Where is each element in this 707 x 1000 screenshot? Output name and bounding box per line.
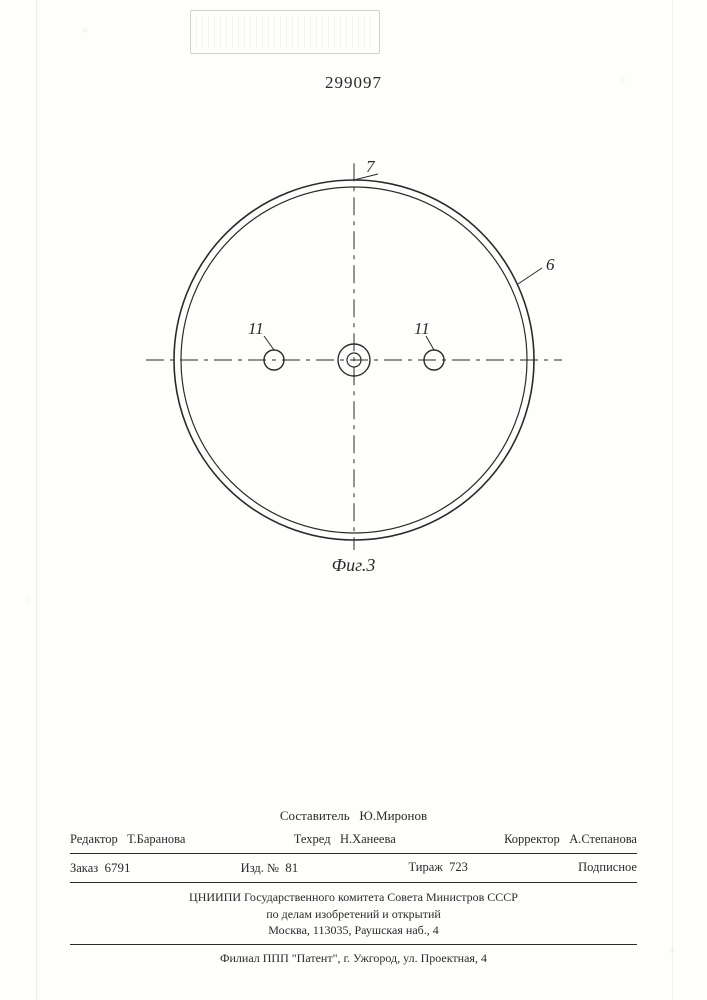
publisher-block: ЦНИИПИ Государственного комитета Совета …	[70, 889, 637, 938]
stamp-hatch-decor	[196, 16, 374, 48]
imprint-footer: Составитель Ю.Миронов Редактор Т.Баранов…	[70, 808, 637, 966]
tech-cell: Техред Н.Ханеева	[294, 832, 396, 847]
figure-caption: Фиг.3	[0, 555, 707, 576]
svg-text:7: 7	[366, 157, 376, 176]
editor-label: Редактор	[70, 832, 118, 846]
tech-name: Н.Ханеева	[340, 832, 396, 846]
svg-text:6: 6	[546, 255, 555, 274]
document-number: 299097	[0, 73, 707, 93]
top-stamp-decor	[190, 10, 380, 54]
publisher-line-2: по делам изобретений и открытий	[70, 906, 637, 922]
corrector-cell: Корректор А.Степанова	[504, 832, 637, 847]
order-number: 6791	[104, 860, 130, 875]
corrector-name: А.Степанова	[569, 832, 637, 846]
figure-svg: 7 6 11 11	[94, 150, 614, 550]
svg-text:11: 11	[414, 319, 430, 338]
svg-text:11: 11	[248, 319, 264, 338]
page: 299097 7 6 11 11 Фиг.3 Составитель Ю.Мироно…	[0, 0, 707, 1000]
figure-3: 7 6 11 11	[0, 150, 707, 570]
editor-cell: Редактор Т.Баранова	[70, 832, 185, 847]
roles-row: Редактор Т.Баранова Техред Н.Ханеева Кор…	[70, 832, 637, 847]
editor-name: Т.Баранова	[127, 832, 185, 846]
tirazh-label: Тираж	[408, 860, 442, 874]
order-cell: Заказ 6791	[70, 860, 130, 876]
edition-number: 81	[285, 860, 298, 875]
subscription-label: Подписное	[578, 860, 637, 876]
compiler-name: Ю.Миронов	[359, 808, 427, 823]
tirazh-cell: Тираж 723	[408, 860, 467, 876]
publisher-line-3: Москва, 113035, Раушская наб., 4	[70, 922, 637, 938]
edition-label: Изд. №	[241, 861, 279, 875]
divider-3	[70, 944, 637, 945]
corrector-label: Корректор	[504, 832, 560, 846]
order-row: Заказ 6791 Изд. № 81 Тираж 723 Подписное	[70, 860, 637, 876]
branch-line: Филиал ППП "Патент", г. Ужгород, ул. Про…	[70, 951, 637, 966]
edition-cell: Изд. № 81	[241, 860, 299, 876]
order-label: Заказ	[70, 861, 98, 875]
divider-2	[70, 882, 637, 883]
divider-1	[70, 853, 637, 854]
tirazh-number: 723	[449, 860, 468, 874]
compiler-line: Составитель Ю.Миронов	[70, 808, 637, 824]
tech-label: Техред	[294, 832, 331, 846]
compiler-label: Составитель	[280, 808, 350, 823]
publisher-line-1: ЦНИИПИ Государственного комитета Совета …	[70, 889, 637, 905]
